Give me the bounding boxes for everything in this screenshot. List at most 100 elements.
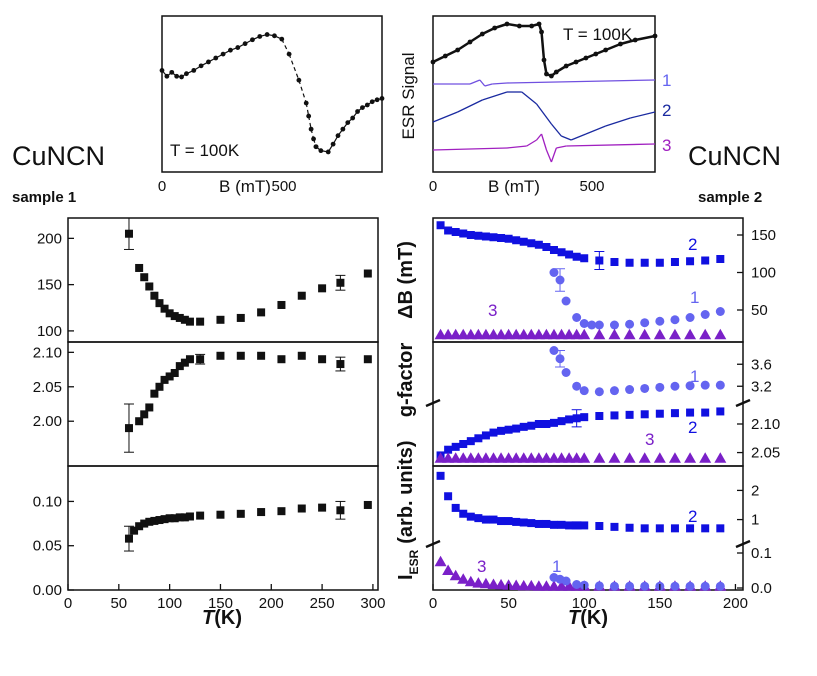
right-gfactor-s3-point-10 (510, 452, 523, 463)
right-deltaB-ylabel: ΔB (mT) (395, 241, 417, 319)
left-intensity-point-16 (257, 508, 266, 517)
right-intensity-s2-point-12 (527, 519, 536, 528)
inset-right-trace2-seg-11 (605, 117, 631, 127)
inset-left-segment-0-23 (308, 115, 312, 130)
left-gfactor-point-5 (155, 382, 164, 391)
right-deltaB-s2-point-7 (489, 233, 498, 242)
inset-right-ylabel: ESR Signal (399, 53, 418, 140)
inset-left-segment-0-25 (312, 138, 317, 147)
inset-left-segment-0-24 (310, 128, 315, 140)
inset-left-segment-0-19 (281, 38, 290, 55)
right-xlabel: T(K) (568, 607, 608, 629)
left-gfactor-point-15 (257, 351, 266, 360)
left-intensity-point-21 (363, 500, 372, 509)
inset-right-black-seg-18 (585, 52, 597, 60)
left-deltaB-point-17 (297, 291, 306, 300)
left-gfactor-point-10 (180, 358, 189, 367)
right-gfactor-s2-point-20 (595, 412, 604, 420)
right-gfactor-s3-point-8 (495, 452, 508, 463)
right-intensity-s2-point-21 (610, 522, 619, 531)
right-intensity-s2-point-7 (489, 515, 498, 524)
left-deltaB-point-13 (216, 315, 225, 324)
right-intensity-s3-point-12 (525, 579, 538, 591)
right-gfactor-s2-point-21 (610, 411, 619, 420)
left-intensity-point-8 (165, 514, 174, 523)
right-gfactor-s3-point-3 (457, 452, 470, 463)
left-axis-ticks: 100 150 200 2.00 2.05 2.10 0.00 0.05 0.10 0 50 100 1… (33, 230, 386, 612)
right-deltaB-s1-point-4 (579, 319, 589, 328)
right-intensity-ylabel: IESR (arb. units) (395, 440, 421, 580)
inset-left-segment-0-22 (305, 102, 310, 117)
right-gfactor-s3-point-14 (540, 452, 553, 463)
inset-right-trace2-seg-8 (561, 135, 572, 141)
right-deltaB-s1-point-3 (572, 313, 582, 322)
left-deltaB-point-5 (155, 299, 164, 308)
right-intensity-s1-point-7 (625, 581, 635, 591)
left-gfactor-point-9 (175, 362, 184, 371)
right-deltaB-s3-point-8 (495, 328, 508, 340)
inset-left-segment-0-17 (267, 33, 275, 37)
right-gfactor-s3-point-24 (653, 452, 666, 463)
inset-right-xtick-500: 500 (579, 178, 604, 195)
inset-right-black-seg-7 (506, 22, 520, 28)
left-gfactor-point-18 (318, 355, 327, 364)
inset-left-segment-0-6 (186, 69, 195, 75)
compound-right-title: CuNCN (688, 141, 781, 171)
right-intensity-s3-point-14 (540, 580, 553, 591)
right-intensity-s3-point-11 (517, 579, 530, 591)
right-intensity-s3-point-5 (472, 577, 485, 588)
right-deltaB-s3-point-21 (608, 328, 621, 340)
inset-left-segment-0-13 (237, 43, 246, 49)
right-intensity-s2-point-4 (466, 512, 475, 521)
inset-right-trace2-seg-5 (521, 91, 538, 105)
inset-right-black-seg-11 (540, 31, 546, 61)
right-deltaB-s3-point-3 (457, 328, 470, 340)
inset-left-frame (161, 15, 383, 173)
inset-left-segment-1-1 (315, 146, 322, 152)
right-deltaB-ytick-label-1: 100 (751, 265, 776, 282)
left-deltaB-point-11 (185, 317, 194, 326)
right-deltaB-s2-point-8 (497, 234, 506, 242)
left-xtick-label-3: 150 (208, 595, 233, 612)
left-intensity-point-12 (185, 512, 194, 521)
right-intensity-ylabel-main: I (395, 574, 417, 580)
right-data-marks (434, 221, 727, 591)
right-gfactor-s3-point-7 (487, 452, 500, 463)
right-deltaB-s3-point-14 (540, 328, 553, 340)
right-intensity-s1-point-10 (670, 581, 680, 591)
inset-right-black-seg-3 (456, 40, 471, 52)
left-intensity-frame (67, 465, 379, 591)
right-deltaB-s1-point-13 (700, 310, 710, 319)
right-gfactor-s2-point-4 (466, 437, 475, 446)
left-gfactor-point-17 (297, 351, 306, 360)
right-gfactor-break-left (425, 398, 441, 408)
left-deltaB-point-20 (363, 269, 372, 278)
inset-right-trace2-seg-2 (457, 99, 483, 113)
left-intensity-point-5 (150, 516, 159, 525)
right-intensity-s2-point-3 (459, 509, 468, 518)
right-deltaB-s2-point-26 (686, 257, 695, 266)
right-gfactor-s3-point-21 (608, 452, 621, 463)
inset-left-segment-1-11 (367, 101, 373, 106)
inset-left-segment-0-16 (259, 33, 268, 38)
right-deltaB-s1-point-11 (670, 315, 680, 325)
right-gfactor-s2-point-6 (481, 431, 490, 440)
right-intensity-s2-point-22 (625, 523, 634, 532)
right-gfactor-s2-point-7 (489, 428, 498, 437)
right-intensity-s1-point-13 (715, 581, 725, 591)
right-intensity-s2-point-9 (504, 517, 513, 526)
right-deltaB-s2-point-15 (549, 246, 558, 254)
right-gfactor-s3-point-4 (464, 452, 477, 463)
right-gfactor-s3-point-2 (449, 452, 462, 463)
right-deltaB-s3-point-10 (510, 328, 523, 340)
right-deltaB-s3-point-17 (563, 328, 576, 340)
right-deltaB-s1-point-7 (609, 320, 619, 330)
inset-right-trace3-seg-1 (432, 147, 508, 151)
right-gfactor-s2-point-9 (504, 425, 513, 434)
right-gfactor-s2-point-11 (519, 422, 528, 431)
inset-right-black-seg-17 (575, 56, 587, 64)
right-deltaB-s3-point-23 (638, 328, 651, 340)
right-deltaB-s3-point-26 (684, 328, 697, 340)
sample-left-label: sample 1 (12, 189, 76, 206)
right-intensity-s1-point-6 (609, 581, 619, 591)
